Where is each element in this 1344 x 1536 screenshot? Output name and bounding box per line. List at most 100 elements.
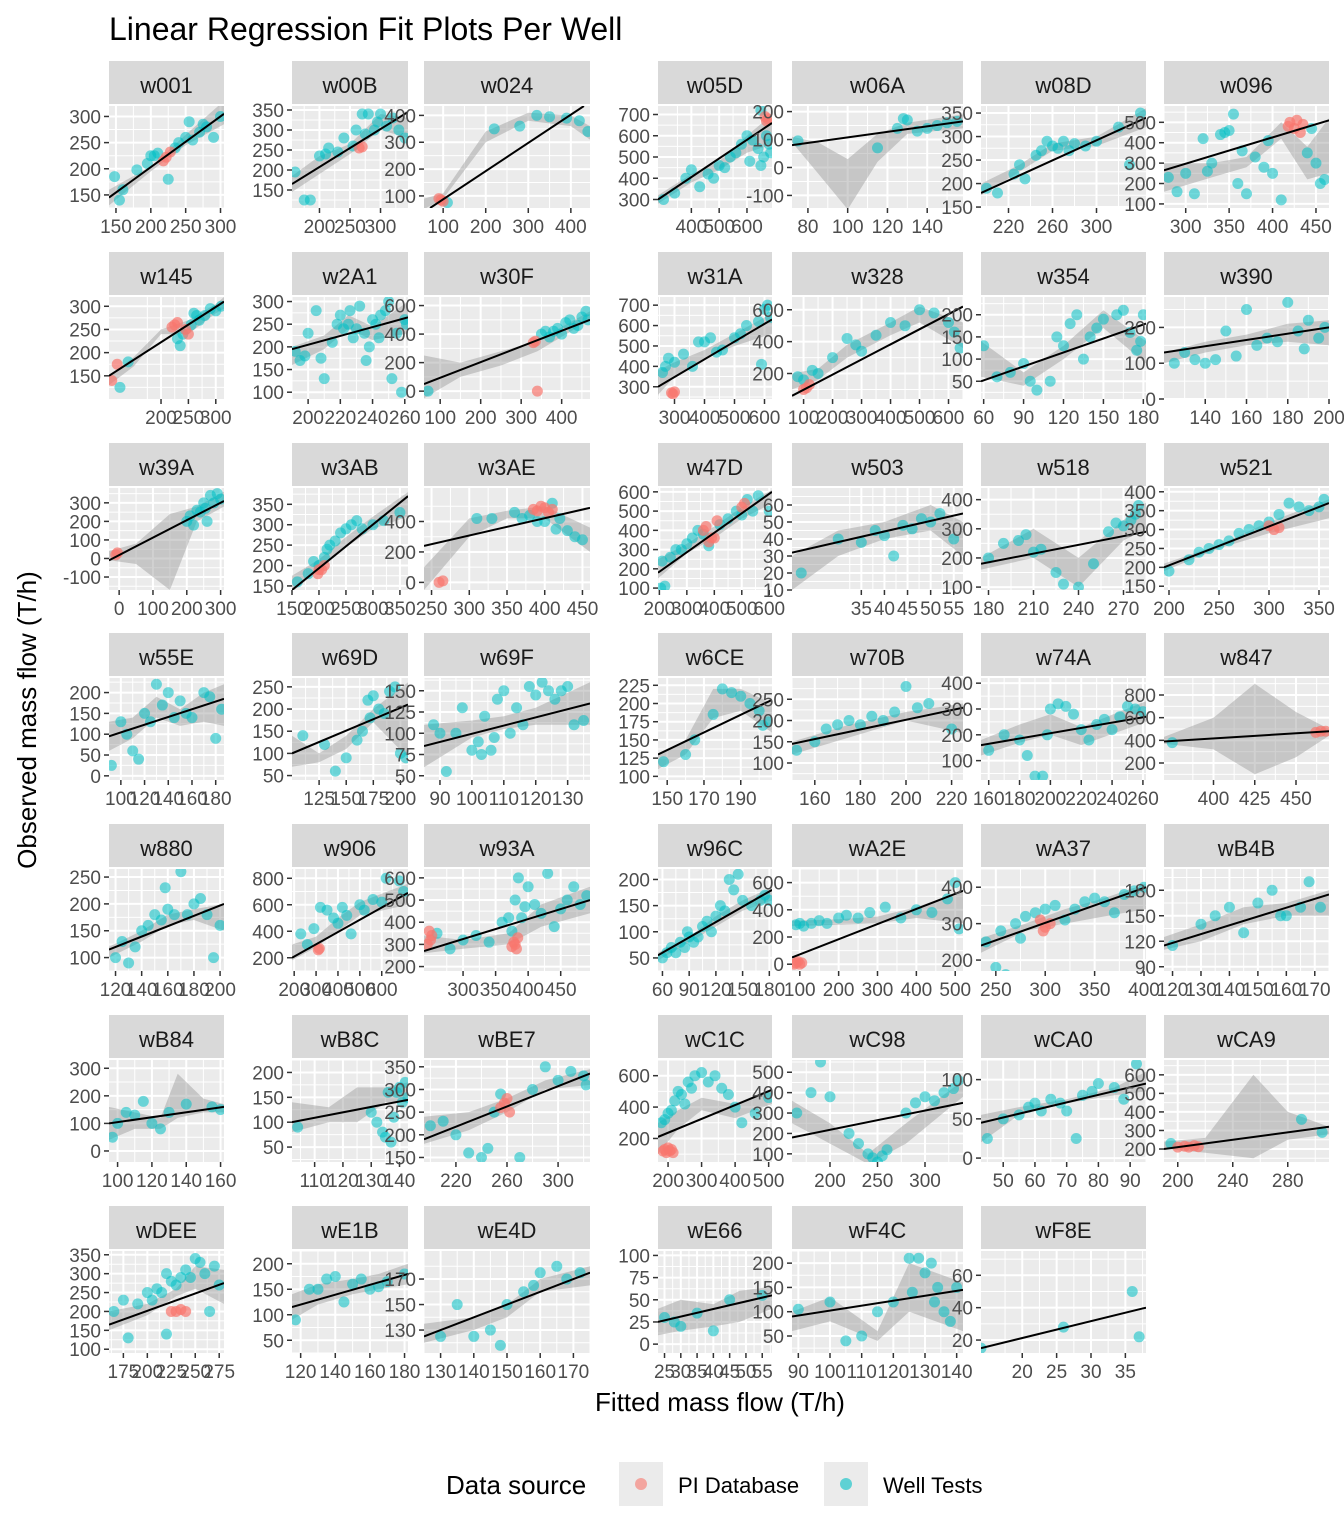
strip-background — [792, 633, 963, 676]
x-tick-label: 100 — [105, 789, 137, 810]
y-tick-label: 200 — [252, 338, 284, 359]
y-tick-label: 200 — [69, 344, 101, 365]
strip-label: w6CE — [685, 645, 745, 670]
plot-contents — [792, 106, 963, 208]
plot-background — [658, 678, 772, 780]
point-pi-database — [157, 155, 169, 167]
y-tick-label: 50 — [263, 1138, 284, 1159]
x-tick-label: 140 — [1189, 408, 1221, 429]
y-tick-label: 300 — [384, 1080, 416, 1101]
panel-wCA0: wCA0 50 60 70 80 90 0 50 100 — [941, 1015, 1146, 1192]
point-well-tests — [109, 171, 121, 183]
y-tick-label: 250 — [252, 141, 284, 162]
smooth-confidence-band — [292, 301, 408, 365]
point-well-tests — [127, 745, 139, 757]
y-tick-label: 150 — [752, 1278, 784, 1299]
x-tick-label: 140 — [126, 980, 158, 1001]
regression-line — [424, 702, 590, 747]
strip-background — [424, 61, 590, 104]
y-tick-label: 400 — [752, 901, 784, 922]
point-well-tests — [1298, 343, 1310, 355]
point-well-tests — [1015, 932, 1027, 944]
plot-contents — [292, 488, 408, 590]
strip-label: w503 — [850, 455, 904, 480]
point-pi-database — [1037, 925, 1049, 937]
plot-background — [292, 869, 408, 971]
point-well-tests — [208, 952, 220, 964]
x-tick-label: 160 — [176, 789, 208, 810]
plot-contents — [981, 488, 1146, 590]
y-tick-label: 250 — [69, 320, 101, 341]
x-tick-label: 180 — [973, 599, 1005, 620]
regression-line — [658, 1088, 772, 1138]
point-pi-database — [739, 497, 751, 509]
y-tick-label: 100 — [941, 350, 973, 371]
x-tick-label: 160 — [799, 789, 831, 810]
strip-background — [792, 1015, 963, 1058]
point-well-tests — [948, 326, 960, 338]
y-tick-label: 180 — [1124, 881, 1156, 902]
point-well-tests — [145, 150, 157, 162]
point-well-tests — [1077, 353, 1089, 365]
strip-background — [981, 443, 1146, 486]
y-tick-label: 200 — [69, 895, 101, 916]
y-tick-label: 600 — [618, 483, 650, 504]
point-well-tests — [549, 693, 561, 705]
x-tick-label: 140 — [458, 1362, 490, 1383]
point-well-tests — [188, 519, 200, 531]
y-tick-label: 200 — [384, 160, 416, 181]
point-pi-database — [182, 328, 194, 340]
point-well-tests — [428, 719, 440, 731]
point-well-tests — [983, 744, 995, 756]
point-well-tests — [899, 320, 911, 332]
point-well-tests — [483, 936, 495, 948]
y-tick-label: 100 — [384, 724, 416, 745]
x-tick-label: 60 — [1024, 1171, 1045, 1192]
y-tick-label: 100 — [69, 531, 101, 552]
y-tick-label: 100 — [618, 767, 650, 788]
y-tick-label: 600 — [618, 1067, 650, 1088]
smooth-confidence-band — [1164, 1074, 1329, 1159]
point-well-tests — [494, 1339, 506, 1351]
strip-background — [424, 443, 590, 486]
smooth-confidence-band — [109, 903, 224, 958]
point-well-tests — [879, 901, 891, 913]
point-well-tests — [360, 354, 372, 366]
x-tick-label: 160 — [973, 789, 1005, 810]
point-well-tests — [131, 164, 143, 176]
point-well-tests — [1010, 918, 1022, 930]
y-tick-label: 100 — [252, 744, 284, 765]
point-well-tests — [1084, 331, 1096, 343]
point-well-tests — [669, 356, 680, 368]
y-tick-label: -100 — [746, 186, 784, 207]
point-well-tests — [424, 385, 434, 397]
point-well-tests — [1086, 1085, 1098, 1097]
x-tick-label: 180 — [389, 1362, 421, 1383]
y-tick-label: 0 — [90, 767, 101, 788]
x-tick-label: 250 — [416, 599, 448, 620]
point-well-tests — [310, 305, 322, 317]
x-tick-label: 400 — [901, 980, 933, 1001]
x-tick-label: 150 — [276, 599, 308, 620]
x-tick-label: 200 — [303, 599, 335, 620]
x-tick-label: 260 — [491, 1171, 523, 1192]
point-well-tests — [1164, 565, 1175, 577]
y-tick-label: 300 — [1124, 1121, 1156, 1142]
y-tick-label: -100 — [63, 568, 101, 589]
legend-item-pi-database: PI Database — [619, 1462, 799, 1506]
point-well-tests — [1130, 1060, 1142, 1070]
point-well-tests — [204, 1305, 216, 1317]
point-well-tests — [724, 1294, 736, 1306]
legend: Data source PI Database Well Tests — [446, 1462, 982, 1506]
point-well-tests — [686, 532, 698, 544]
point-well-tests — [440, 766, 452, 777]
strip-label: wE66 — [686, 1218, 742, 1243]
point-well-tests — [728, 884, 740, 896]
x-tick-label: 70 — [1056, 1171, 1077, 1192]
point-well-tests — [763, 505, 772, 517]
x-tick-label: 130 — [1185, 980, 1217, 1001]
